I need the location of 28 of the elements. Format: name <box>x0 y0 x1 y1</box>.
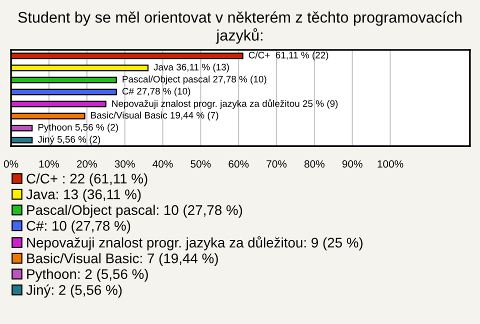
x-tick-label: 40% <box>152 160 173 168</box>
data-label: C/C+ 61,11 % (22) <box>248 52 328 60</box>
data-label: C# 27,78 % (10) <box>122 88 190 96</box>
data-label: Java 36,11 % (13) <box>154 64 229 72</box>
x-tick-label: 20% <box>76 160 97 168</box>
x-tick-label: 80% <box>304 160 324 168</box>
legend-label: C#: 10 (27,78 %) <box>26 220 130 234</box>
data-label: Jiný 5,56 % (2) <box>38 136 100 145</box>
x-tick-label: 100% <box>378 160 404 168</box>
x-tick-label: 70% <box>266 160 287 168</box>
legend-label: Pythoon: 2 (5,56 %) <box>27 268 148 282</box>
data-label: Nepovažuji znalost progr. jazyka za důležitou 25 % (9) <box>112 99 338 109</box>
legend-label: Java: 13 (36,11 %) <box>26 189 141 202</box>
x-tick-label: 90% <box>342 160 362 168</box>
legend-label: Basic/Visual Basic: 7 (19,44 %) <box>27 253 218 266</box>
legend-label: Pascal/Object pascal: 10 (27,78 %) <box>27 204 242 218</box>
legend-label: Jiný: 2 (5,56 %) <box>26 284 122 298</box>
x-tick-label: 60% <box>228 160 249 168</box>
legend-label: Nepovažuji znalost progr. jazyka za důležitou: 9 (25 %) <box>27 236 363 250</box>
data-label: Pythoon 5,56 % (2) <box>38 124 118 132</box>
x-tick-label: 30% <box>114 160 135 168</box>
data-label: Pascal/Object pascal 27,78 % (10) <box>122 76 266 84</box>
x-tick-label: 10% <box>39 160 60 168</box>
x-tick-label: 0% <box>4 160 18 168</box>
legend-label: C/C+ : 22 (61,11 %) <box>26 173 148 186</box>
chart-title: Student by se měl orientovat v některém z těchto programovacích jazyků: <box>18 11 462 44</box>
data-label: Basic/Visual Basic 19,44 % (7) <box>91 112 218 120</box>
x-tick-label: 50% <box>190 160 211 168</box>
